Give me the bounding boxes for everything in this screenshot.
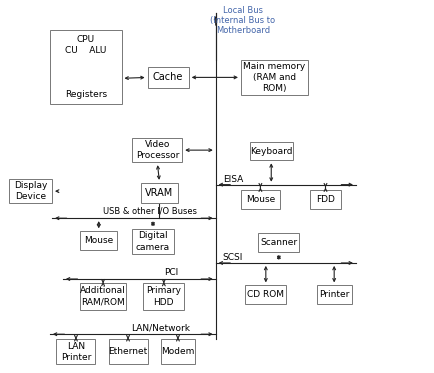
Text: Digital
camera: Digital camera bbox=[136, 232, 170, 251]
Text: LAN/Network: LAN/Network bbox=[131, 324, 190, 333]
Text: Scanner: Scanner bbox=[260, 238, 297, 247]
FancyBboxPatch shape bbox=[80, 283, 126, 310]
Text: USB & other I/O Buses: USB & other I/O Buses bbox=[103, 207, 197, 216]
FancyBboxPatch shape bbox=[245, 285, 286, 304]
Text: Additional
RAM/ROM: Additional RAM/ROM bbox=[80, 286, 126, 307]
FancyBboxPatch shape bbox=[250, 142, 293, 160]
FancyBboxPatch shape bbox=[241, 60, 308, 95]
Text: SCSI: SCSI bbox=[223, 253, 243, 262]
Text: PCI: PCI bbox=[164, 268, 178, 277]
FancyBboxPatch shape bbox=[161, 339, 195, 364]
Text: CPU
CU    ALU



Registers: CPU CU ALU Registers bbox=[65, 35, 107, 99]
FancyBboxPatch shape bbox=[317, 285, 352, 304]
Text: CD ROM: CD ROM bbox=[247, 290, 284, 299]
Text: Mouse: Mouse bbox=[246, 195, 275, 204]
FancyBboxPatch shape bbox=[80, 231, 117, 250]
FancyBboxPatch shape bbox=[143, 283, 184, 310]
FancyBboxPatch shape bbox=[132, 138, 182, 162]
Text: Primary
HDD: Primary HDD bbox=[146, 286, 181, 307]
FancyBboxPatch shape bbox=[241, 190, 280, 209]
Text: Video
Processor: Video Processor bbox=[136, 140, 179, 160]
Text: Local Bus
(Internal Bus to
Motherboard: Local Bus (Internal Bus to Motherboard bbox=[210, 6, 276, 35]
Text: VRAM: VRAM bbox=[145, 188, 174, 198]
FancyBboxPatch shape bbox=[148, 67, 189, 88]
Text: Ethernet: Ethernet bbox=[108, 347, 148, 356]
FancyBboxPatch shape bbox=[56, 339, 95, 364]
FancyBboxPatch shape bbox=[132, 229, 174, 254]
FancyBboxPatch shape bbox=[108, 339, 148, 364]
FancyBboxPatch shape bbox=[9, 179, 52, 203]
Text: FDD: FDD bbox=[316, 195, 335, 204]
Text: Display
Device: Display Device bbox=[14, 181, 47, 201]
Text: Modem: Modem bbox=[161, 347, 194, 356]
FancyBboxPatch shape bbox=[50, 30, 122, 104]
Text: Keyboard: Keyboard bbox=[250, 147, 293, 156]
Text: Main memory
(RAM and
ROM): Main memory (RAM and ROM) bbox=[243, 62, 306, 93]
Text: Mouse: Mouse bbox=[84, 236, 113, 245]
FancyBboxPatch shape bbox=[258, 233, 299, 252]
Text: Cache: Cache bbox=[153, 72, 183, 82]
Text: Printer: Printer bbox=[319, 290, 349, 299]
FancyBboxPatch shape bbox=[310, 190, 341, 209]
FancyBboxPatch shape bbox=[141, 183, 178, 203]
Text: LAN
Printer: LAN Printer bbox=[61, 342, 91, 361]
Text: EISA: EISA bbox=[223, 175, 243, 184]
